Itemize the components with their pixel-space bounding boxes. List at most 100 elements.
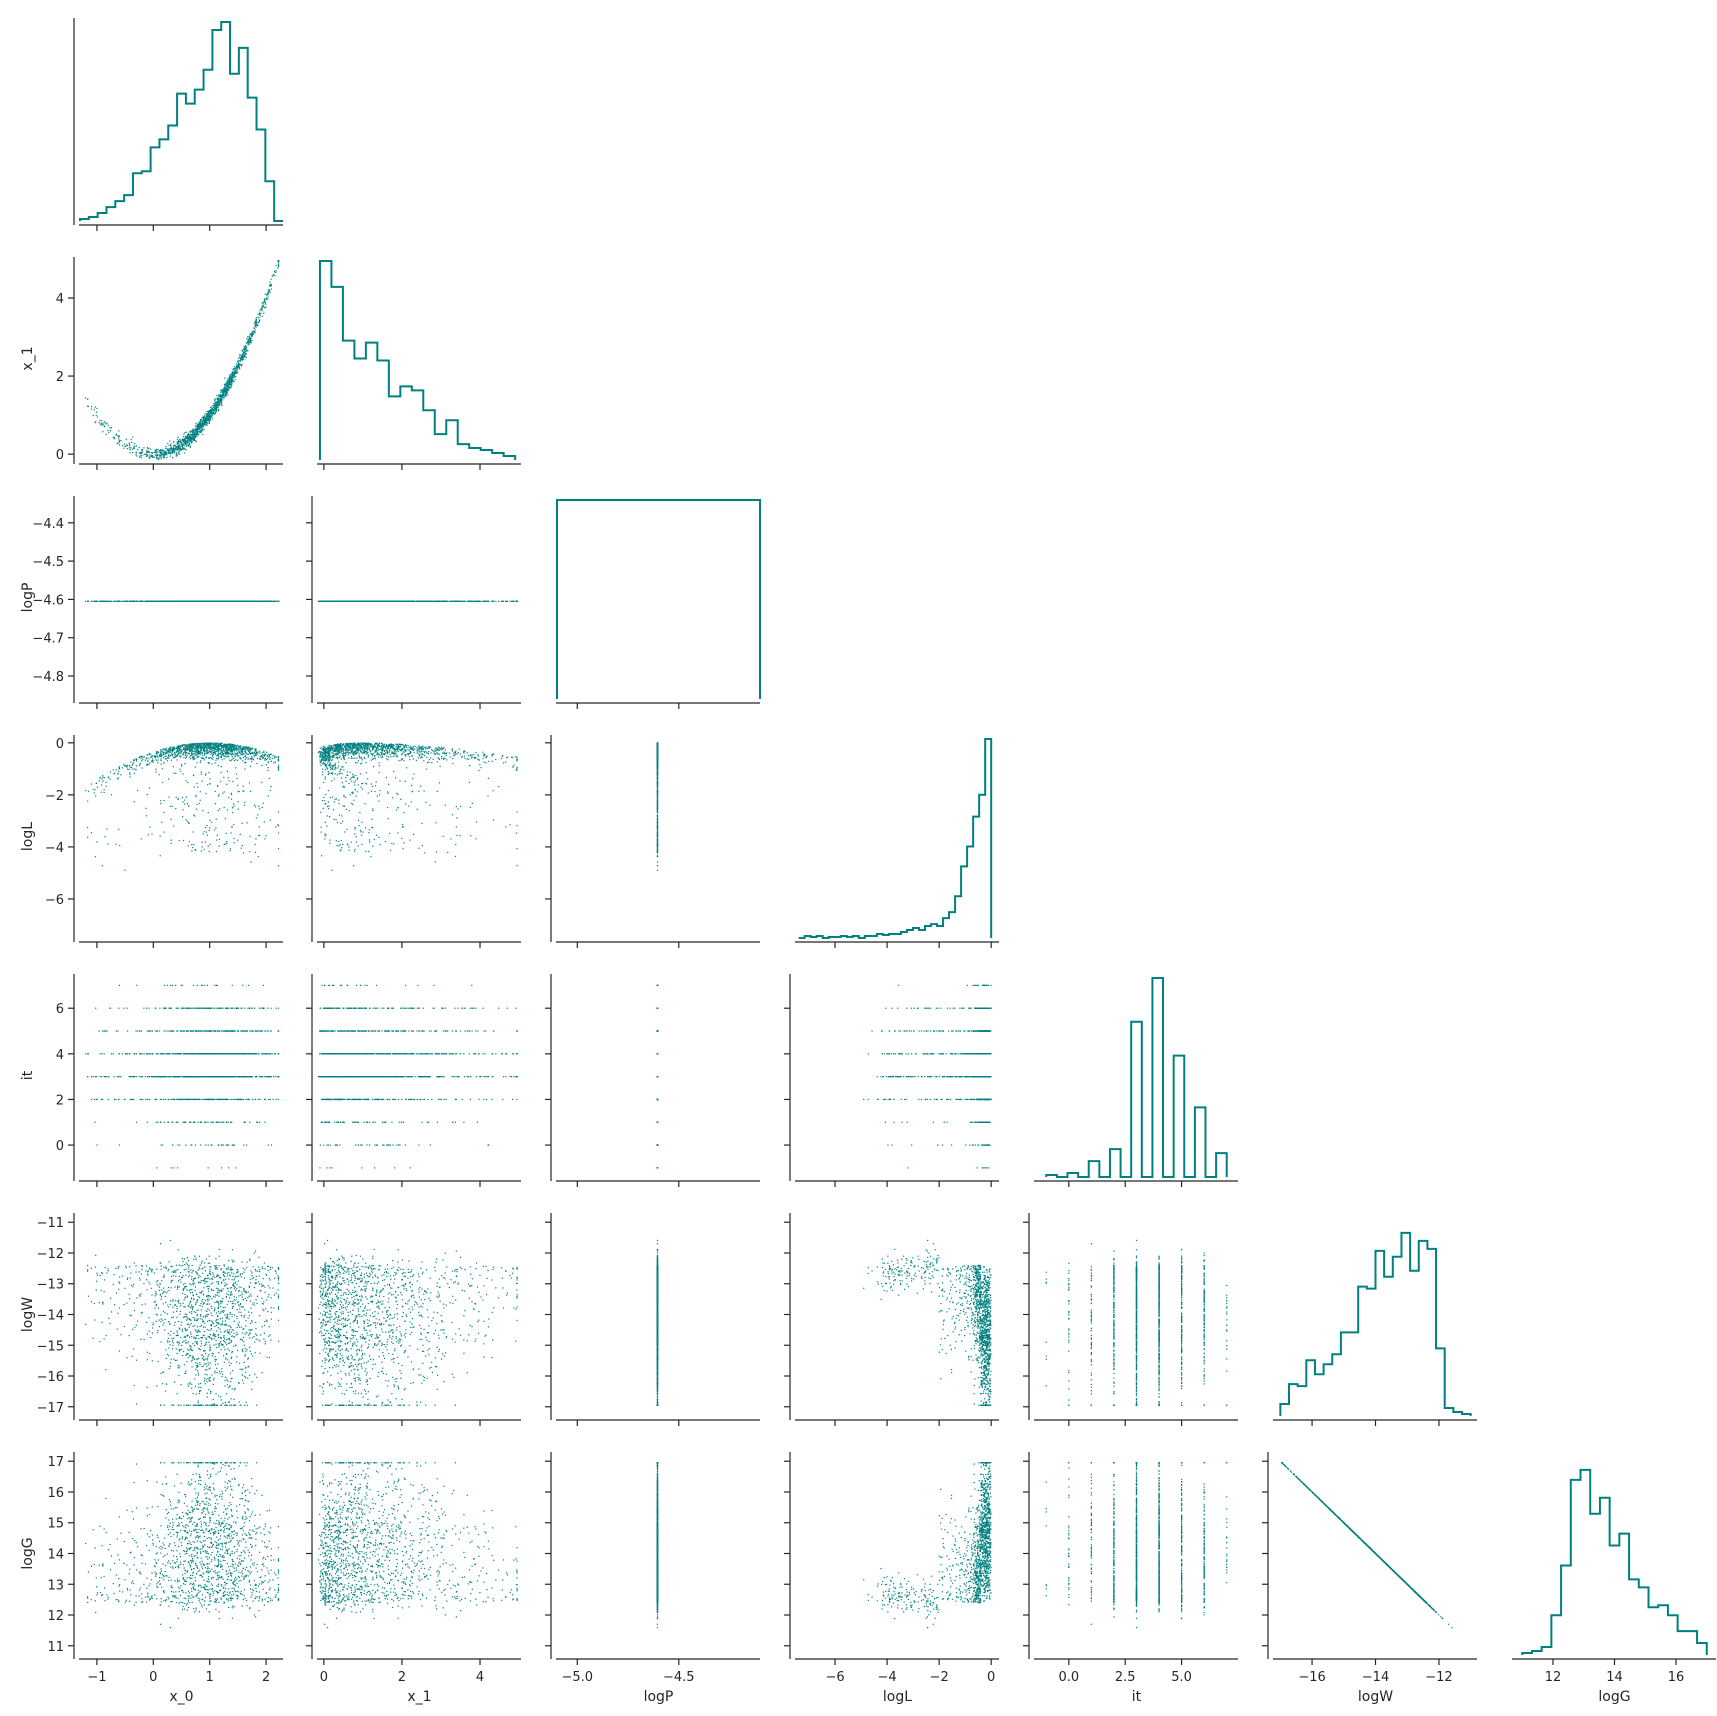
scatter-point <box>200 601 201 602</box>
scatter-point <box>217 601 218 602</box>
scatter-point <box>191 438 192 439</box>
scatter-point <box>257 314 258 315</box>
scatter-point <box>178 437 179 438</box>
scatter-point <box>216 601 217 602</box>
scatter-point <box>274 271 275 272</box>
scatter-point <box>177 439 178 440</box>
scatter-point <box>255 326 256 327</box>
scatter-point <box>183 439 184 440</box>
scatter-point <box>87 601 88 602</box>
scatter-point <box>166 758 167 759</box>
scatter-point <box>212 601 213 602</box>
histogram-logP <box>557 500 760 699</box>
histogram-x_1 <box>320 261 515 460</box>
scatter-point <box>165 446 166 447</box>
scatter-points-logP-vs-x_1 <box>318 601 518 602</box>
scatter-point <box>193 430 194 431</box>
scatter-point <box>188 442 189 443</box>
scatter-point <box>258 317 259 318</box>
scatter-point <box>220 394 221 395</box>
scatter-point <box>152 452 153 453</box>
scatter-point <box>117 601 118 602</box>
scatter-point <box>407 601 408 602</box>
scatter-point <box>192 831 193 832</box>
scatter-point <box>87 406 88 407</box>
scatter-point <box>259 751 260 752</box>
scatter-point <box>190 441 191 442</box>
scatter-point <box>215 409 216 410</box>
scatter-point <box>211 415 212 416</box>
scatter-point <box>104 425 105 426</box>
scatter-point <box>157 454 158 455</box>
scatter-point <box>85 397 86 398</box>
scatter-point <box>134 443 135 444</box>
scatter-point <box>209 601 210 602</box>
scatter-point <box>160 450 161 451</box>
scatter-point <box>245 349 246 350</box>
scatter-point <box>127 448 128 449</box>
scatter-point <box>146 601 147 602</box>
scatter-point <box>238 367 239 368</box>
scatter-point <box>139 447 140 448</box>
scatter-point <box>225 384 226 385</box>
scatter-point <box>163 450 164 451</box>
scatter-point <box>166 457 167 458</box>
scatter-point <box>162 750 163 751</box>
scatter-point <box>239 747 240 748</box>
scatter-point <box>130 601 131 602</box>
scatter-point <box>151 833 152 834</box>
scatter-point <box>216 409 217 410</box>
scatter-points-logL-vs-x_0 <box>85 742 279 871</box>
scatter-point <box>214 829 215 830</box>
scatter-point <box>102 781 103 782</box>
scatter-point <box>103 601 104 602</box>
scatter-point <box>110 601 111 602</box>
scatter-point <box>177 444 178 445</box>
scatter-point <box>262 310 263 311</box>
scatter-point <box>118 771 119 772</box>
scatter-point <box>233 368 234 369</box>
scatter-point <box>372 601 373 602</box>
scatter-point <box>254 601 255 602</box>
scatter-point <box>269 759 270 760</box>
scatter-point <box>197 428 198 429</box>
scatter-point <box>234 377 235 378</box>
scatter-point <box>156 450 157 451</box>
scatter-point <box>227 387 228 388</box>
scatter-point <box>220 401 221 402</box>
scatter-point <box>95 856 96 857</box>
scatter-point <box>219 403 220 404</box>
scatter-point <box>114 437 115 438</box>
scatter-point <box>130 447 131 448</box>
scatter-point <box>219 401 220 402</box>
scatter-point <box>207 417 208 418</box>
scatter-point <box>101 420 102 421</box>
scatter-point <box>358 601 359 602</box>
scatter-point <box>249 782 250 783</box>
scatter-point <box>187 442 188 443</box>
scatter-point <box>102 431 103 432</box>
scatter-point <box>242 350 243 351</box>
scatter-point <box>236 371 237 372</box>
scatter-point <box>113 437 114 438</box>
scatter-point <box>275 272 276 273</box>
scatter-point <box>154 451 155 452</box>
scatter-point <box>203 429 204 430</box>
scatter-point <box>194 601 195 602</box>
scatter-point <box>201 424 202 425</box>
scatter-point <box>187 435 188 436</box>
scatter-point <box>192 429 193 430</box>
scatter-point <box>471 601 472 602</box>
scatter-point <box>124 444 125 445</box>
scatter-point <box>167 449 168 450</box>
scatter-point <box>139 601 140 602</box>
scatter-point <box>447 601 448 602</box>
scatter-point <box>203 421 204 422</box>
scatter-point <box>268 292 269 293</box>
scatter-point <box>264 601 265 602</box>
scatter-point <box>118 829 119 830</box>
scatter-point <box>132 452 133 453</box>
scatter-point <box>238 362 239 363</box>
scatter-point <box>163 601 164 602</box>
scatter-point <box>449 601 450 602</box>
